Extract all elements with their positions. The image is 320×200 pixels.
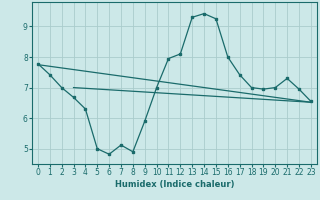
X-axis label: Humidex (Indice chaleur): Humidex (Indice chaleur): [115, 180, 234, 189]
